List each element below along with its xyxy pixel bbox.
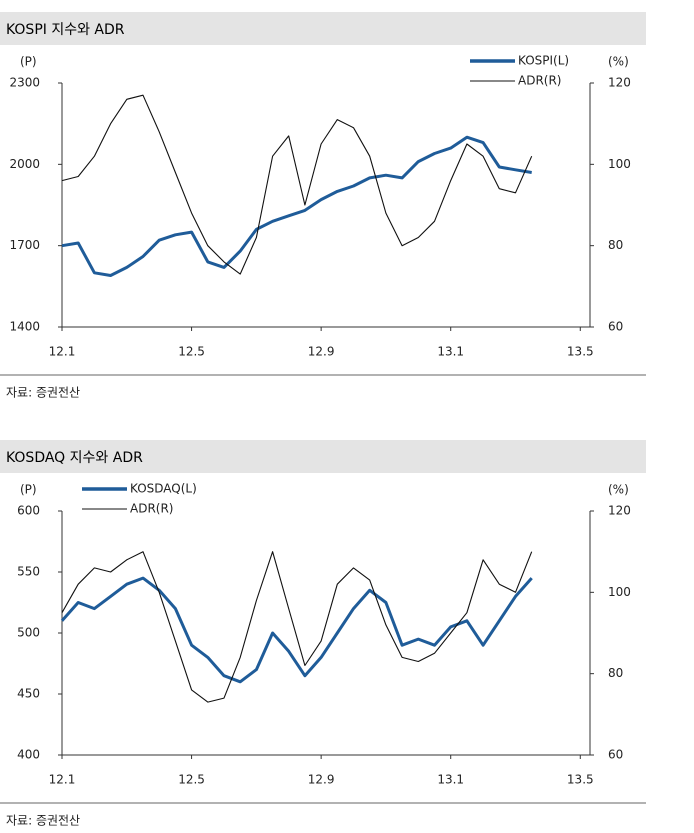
x-tick-label: 13.5 <box>567 773 594 787</box>
series-line <box>61 135 532 277</box>
y2-tick-label: 80 <box>608 666 623 680</box>
y2-tick-label: 100 <box>608 157 631 171</box>
x-tick-label: 13.5 <box>567 345 594 359</box>
y2-tick-label: 120 <box>608 76 631 90</box>
y2-tick-label: 100 <box>608 585 631 599</box>
y2-axis-unit: (%) <box>608 55 629 69</box>
y-tick-label: 600 <box>17 504 40 518</box>
x-tick-label: 13.1 <box>437 773 464 787</box>
y-tick-label: 1700 <box>9 238 40 252</box>
y-tick-label: 2300 <box>9 76 40 90</box>
x-tick-label: 13.1 <box>437 345 464 359</box>
y-tick-label: 450 <box>17 687 40 701</box>
y2-tick-label: 60 <box>608 748 623 762</box>
source-note: 자료: 증권전산 <box>6 814 80 828</box>
legend-label: ADR(R) <box>130 502 174 516</box>
y-axis-unit: (P) <box>20 55 37 69</box>
legend-label: ADR(R) <box>518 74 562 88</box>
y-tick-label: 500 <box>17 626 40 640</box>
y2-axis-unit: (%) <box>608 483 629 497</box>
x-tick-label: 12.1 <box>49 773 76 787</box>
y-tick-label: 1400 <box>9 320 40 334</box>
x-tick-label: 12.9 <box>308 773 335 787</box>
series-line <box>60 576 533 684</box>
series-line <box>61 551 533 703</box>
x-tick-label: 12.5 <box>178 773 205 787</box>
y-tick-label: 550 <box>17 565 40 579</box>
legend-label: KOSPI(L) <box>518 54 569 68</box>
series-line <box>61 94 533 275</box>
x-tick-label: 12.5 <box>178 345 205 359</box>
chart-title: KOSDAQ 지수와 ADR <box>6 450 143 466</box>
source-note: 자료: 증권전산 <box>6 386 80 400</box>
y2-tick-label: 120 <box>608 504 631 518</box>
legend-label: KOSDAQ(L) <box>130 482 197 496</box>
header-band <box>0 12 646 45</box>
y-tick-label: 400 <box>17 748 40 762</box>
y2-tick-label: 80 <box>608 238 623 252</box>
header-band <box>0 440 646 473</box>
y-tick-label: 2000 <box>9 157 40 171</box>
x-tick-label: 12.1 <box>49 345 76 359</box>
y2-tick-label: 60 <box>608 320 623 334</box>
chart-title: KOSPI 지수와 ADR <box>6 22 125 38</box>
x-tick-label: 12.9 <box>308 345 335 359</box>
y-axis-unit: (P) <box>20 483 37 497</box>
